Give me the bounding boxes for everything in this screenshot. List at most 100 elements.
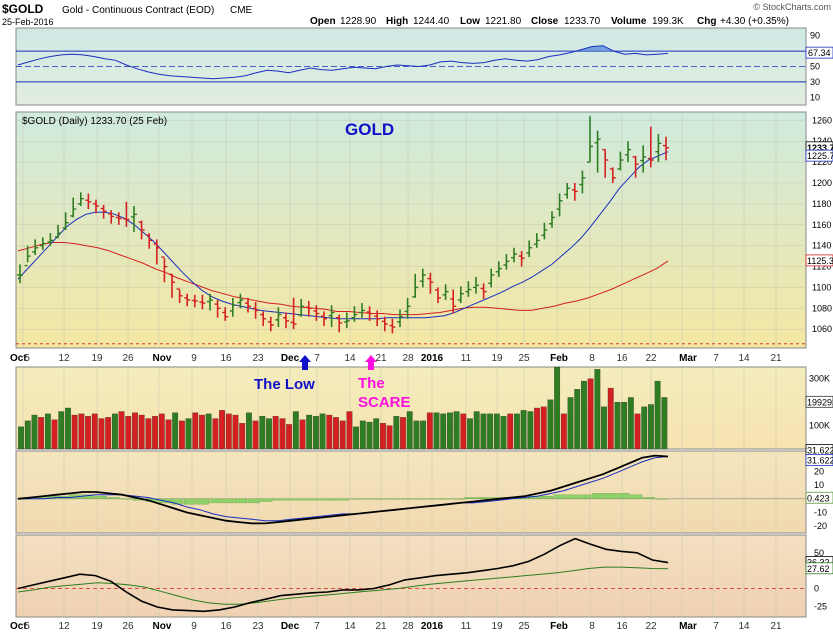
volume-label: Volume bbox=[611, 16, 647, 27]
volume-bar bbox=[312, 416, 319, 450]
macd-panel bbox=[15, 450, 807, 534]
x-label-mid: 23 bbox=[252, 353, 264, 364]
volume-bar bbox=[413, 420, 420, 450]
x-label-bottom: 16 bbox=[220, 621, 232, 632]
volume-bar bbox=[373, 418, 380, 450]
volume-bar bbox=[38, 417, 45, 450]
price-y-tick: 1120 bbox=[812, 262, 831, 272]
volume-bar bbox=[105, 417, 112, 450]
volume-bar bbox=[178, 420, 185, 450]
the-low-annotation: The Low bbox=[254, 376, 315, 393]
macd-histogram-bar bbox=[413, 498, 426, 500]
volume-bar bbox=[333, 417, 339, 450]
price-last-label: 1233.70 bbox=[807, 143, 833, 153]
volume-bar bbox=[279, 418, 286, 450]
volume-bar bbox=[91, 413, 98, 450]
macd-histogram-bar bbox=[362, 498, 375, 500]
symbol: $GOLD bbox=[2, 2, 44, 16]
kst-signal-line bbox=[17, 566, 669, 605]
volume-bar bbox=[380, 423, 386, 450]
volume-bar bbox=[199, 414, 205, 450]
x-label-mid: 21 bbox=[770, 353, 782, 364]
volume-bar bbox=[607, 387, 614, 450]
the-annotation: The bbox=[358, 375, 385, 392]
volume-bar bbox=[480, 413, 487, 450]
macd-histogram-bar bbox=[196, 498, 209, 505]
x-label-bottom: Dec bbox=[281, 621, 300, 632]
volume-bar bbox=[460, 413, 467, 450]
exchange: CME bbox=[230, 5, 253, 16]
volume-bar bbox=[514, 413, 520, 450]
volume-bar bbox=[145, 418, 152, 450]
macd-y-tick: 20 bbox=[814, 467, 824, 477]
macd-histogram-bar bbox=[120, 498, 133, 500]
volume-bar bbox=[467, 418, 473, 450]
price-y-tick: 1200 bbox=[812, 178, 832, 188]
x-label-bottom: 16 bbox=[616, 621, 628, 632]
price-y-tick: 1060 bbox=[812, 324, 832, 334]
volume-bar bbox=[44, 413, 51, 450]
x-label-mid: 16 bbox=[616, 353, 628, 364]
volume-bar bbox=[601, 406, 607, 450]
price-last-label-box bbox=[805, 254, 833, 267]
volume-bar bbox=[661, 397, 668, 450]
price-last-label: 1125.39 bbox=[807, 256, 833, 266]
price-y-tick: 1160 bbox=[812, 220, 831, 230]
volume-bar bbox=[500, 416, 507, 450]
chg-value: +4.30 (+0.35%) bbox=[720, 16, 789, 27]
volume-bar bbox=[51, 419, 58, 450]
volume-bar bbox=[31, 414, 38, 450]
x-label-bottom: Mar bbox=[679, 621, 697, 632]
volume-bar bbox=[426, 412, 433, 450]
volume-bar bbox=[386, 425, 393, 450]
macd-histogram-bar bbox=[209, 498, 222, 504]
macd-histogram-bar bbox=[324, 498, 337, 501]
macd-histogram-bar bbox=[579, 494, 592, 499]
price-last-label-box bbox=[805, 149, 833, 162]
x-label-mid: 11 bbox=[461, 353, 472, 364]
volume-bar bbox=[125, 416, 132, 450]
x-label-mid: 14 bbox=[738, 353, 750, 364]
x-label-bottom: Oct bbox=[10, 621, 27, 632]
instrument-name: Gold - Continuous Contract (EOD) bbox=[62, 5, 214, 16]
kst-last-label: 27.62 bbox=[807, 564, 830, 574]
rsi-last-label: 67.34 bbox=[808, 48, 831, 58]
x-label-bottom: 23 bbox=[252, 621, 264, 632]
price-panel-title: $GOLD (Daily) 1233.70 (25 Feb) bbox=[22, 116, 167, 127]
x-label-mid: 19 bbox=[91, 353, 103, 364]
volume-bar bbox=[534, 407, 540, 450]
volume-bar bbox=[654, 380, 661, 450]
macd-histogram-bar bbox=[617, 493, 630, 499]
x-label-mid: 12 bbox=[58, 353, 70, 364]
volume-bar bbox=[158, 413, 165, 450]
volume-bar bbox=[493, 413, 500, 450]
open-value: 1228.90 bbox=[340, 16, 377, 27]
high-value: 1244.40 bbox=[413, 16, 450, 27]
macd-histogram-bar bbox=[273, 498, 286, 501]
volume-bar bbox=[111, 413, 118, 450]
x-label-bottom: 7 bbox=[314, 621, 320, 632]
volume-bar bbox=[400, 417, 406, 450]
volume-bar bbox=[621, 401, 628, 450]
volume-bar bbox=[473, 411, 480, 450]
x-label-bottom: 26 bbox=[122, 621, 134, 632]
kst-y-tick: -25 bbox=[814, 601, 827, 611]
rsi-y-tick: 30 bbox=[810, 77, 820, 87]
macd-histogram-bar bbox=[107, 497, 120, 499]
x-label-bottom: 22 bbox=[645, 621, 657, 632]
ohlc-summary: Open 1228.90 High 1244.40 Low 1221.80 Cl… bbox=[310, 16, 789, 27]
volume-bar bbox=[152, 416, 158, 450]
volume-bar bbox=[447, 412, 453, 450]
macd-histogram-bar bbox=[285, 498, 299, 501]
price-y-tick: 1220 bbox=[812, 157, 832, 167]
price-y-tick: 1240 bbox=[812, 136, 832, 146]
volume-bar bbox=[172, 412, 179, 450]
volume-bar bbox=[98, 418, 105, 450]
macd-histogram-bar bbox=[247, 498, 260, 504]
volume-bar bbox=[614, 401, 621, 450]
macd-histogram-bar bbox=[451, 498, 464, 500]
volume-bar bbox=[219, 410, 225, 450]
volume-bar bbox=[567, 397, 574, 450]
x-label-bottom: 11 bbox=[461, 621, 472, 632]
x-label-mid: 22 bbox=[645, 353, 657, 364]
